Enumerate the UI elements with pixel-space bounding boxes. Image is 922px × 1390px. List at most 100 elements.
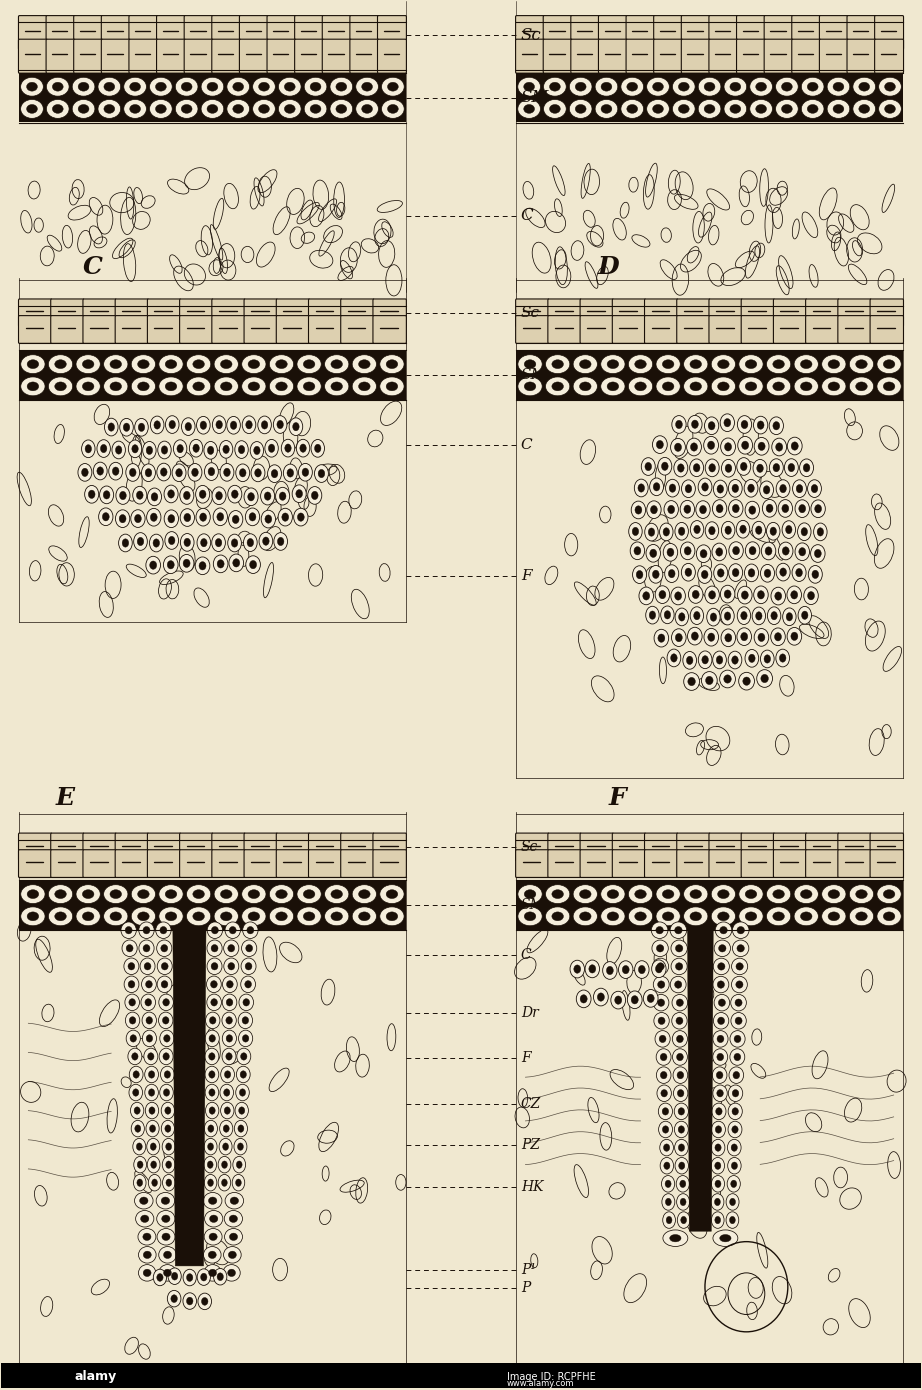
Ellipse shape bbox=[708, 421, 715, 430]
Ellipse shape bbox=[138, 1265, 156, 1282]
Ellipse shape bbox=[216, 421, 222, 428]
Ellipse shape bbox=[164, 1070, 171, 1079]
FancyBboxPatch shape bbox=[870, 849, 904, 877]
Ellipse shape bbox=[183, 1293, 196, 1309]
Ellipse shape bbox=[253, 78, 276, 96]
Ellipse shape bbox=[223, 1247, 242, 1264]
Ellipse shape bbox=[708, 632, 715, 641]
Ellipse shape bbox=[238, 1125, 244, 1133]
Ellipse shape bbox=[162, 1138, 175, 1155]
Ellipse shape bbox=[656, 965, 662, 973]
Ellipse shape bbox=[631, 542, 644, 560]
Ellipse shape bbox=[761, 674, 768, 682]
FancyBboxPatch shape bbox=[515, 299, 550, 327]
Ellipse shape bbox=[310, 82, 321, 92]
Ellipse shape bbox=[711, 377, 736, 396]
Ellipse shape bbox=[745, 890, 757, 898]
Ellipse shape bbox=[775, 100, 798, 118]
Ellipse shape bbox=[702, 482, 708, 491]
Ellipse shape bbox=[161, 1120, 174, 1137]
Ellipse shape bbox=[278, 78, 301, 96]
FancyBboxPatch shape bbox=[148, 316, 181, 343]
Ellipse shape bbox=[713, 1068, 727, 1083]
Ellipse shape bbox=[689, 585, 703, 603]
Ellipse shape bbox=[76, 906, 100, 926]
Ellipse shape bbox=[137, 382, 149, 391]
Ellipse shape bbox=[386, 382, 397, 391]
Ellipse shape bbox=[679, 527, 685, 535]
Ellipse shape bbox=[779, 653, 786, 662]
Ellipse shape bbox=[144, 963, 151, 970]
Ellipse shape bbox=[165, 912, 177, 920]
Ellipse shape bbox=[691, 607, 703, 624]
Ellipse shape bbox=[356, 78, 378, 96]
Ellipse shape bbox=[207, 922, 222, 938]
Ellipse shape bbox=[653, 570, 659, 578]
Ellipse shape bbox=[207, 976, 221, 992]
Ellipse shape bbox=[731, 994, 747, 1011]
Ellipse shape bbox=[162, 1233, 170, 1240]
Ellipse shape bbox=[744, 480, 758, 498]
Ellipse shape bbox=[722, 460, 736, 477]
Ellipse shape bbox=[103, 884, 128, 904]
Ellipse shape bbox=[182, 104, 192, 114]
Ellipse shape bbox=[749, 655, 755, 663]
Ellipse shape bbox=[674, 1104, 689, 1119]
Ellipse shape bbox=[386, 890, 397, 898]
Ellipse shape bbox=[717, 569, 724, 577]
Ellipse shape bbox=[185, 423, 192, 431]
Ellipse shape bbox=[656, 1068, 671, 1083]
Ellipse shape bbox=[808, 592, 814, 600]
FancyBboxPatch shape bbox=[820, 39, 848, 74]
Ellipse shape bbox=[745, 542, 760, 560]
Ellipse shape bbox=[148, 1088, 155, 1097]
FancyBboxPatch shape bbox=[212, 39, 241, 74]
Ellipse shape bbox=[550, 104, 561, 114]
Ellipse shape bbox=[159, 884, 183, 904]
FancyBboxPatch shape bbox=[148, 299, 181, 327]
Ellipse shape bbox=[696, 500, 710, 518]
Ellipse shape bbox=[325, 884, 349, 904]
Ellipse shape bbox=[130, 82, 140, 92]
Ellipse shape bbox=[705, 677, 713, 685]
Ellipse shape bbox=[207, 1161, 213, 1169]
Ellipse shape bbox=[204, 1193, 222, 1209]
Ellipse shape bbox=[752, 607, 765, 624]
Ellipse shape bbox=[382, 78, 404, 96]
Ellipse shape bbox=[278, 538, 284, 546]
Ellipse shape bbox=[724, 589, 731, 598]
Ellipse shape bbox=[100, 486, 113, 503]
FancyBboxPatch shape bbox=[309, 849, 342, 877]
Ellipse shape bbox=[817, 528, 823, 537]
Ellipse shape bbox=[764, 655, 771, 663]
Ellipse shape bbox=[705, 521, 718, 539]
Ellipse shape bbox=[325, 354, 349, 374]
Ellipse shape bbox=[236, 1066, 250, 1083]
FancyBboxPatch shape bbox=[244, 849, 278, 877]
Ellipse shape bbox=[754, 438, 769, 455]
Ellipse shape bbox=[801, 78, 824, 96]
Ellipse shape bbox=[707, 609, 720, 626]
Ellipse shape bbox=[766, 505, 773, 513]
Ellipse shape bbox=[728, 480, 742, 498]
Ellipse shape bbox=[597, 992, 605, 1001]
Ellipse shape bbox=[728, 564, 742, 581]
FancyBboxPatch shape bbox=[372, 299, 407, 327]
Ellipse shape bbox=[672, 1012, 687, 1029]
Ellipse shape bbox=[729, 1216, 736, 1223]
Ellipse shape bbox=[206, 1102, 219, 1119]
Ellipse shape bbox=[303, 890, 315, 898]
Ellipse shape bbox=[717, 1054, 724, 1061]
Ellipse shape bbox=[629, 523, 643, 541]
Ellipse shape bbox=[715, 1180, 721, 1187]
Ellipse shape bbox=[666, 1198, 671, 1205]
Ellipse shape bbox=[767, 607, 781, 624]
Ellipse shape bbox=[104, 104, 114, 114]
Ellipse shape bbox=[167, 1290, 181, 1307]
Ellipse shape bbox=[580, 912, 591, 920]
Ellipse shape bbox=[721, 607, 734, 626]
Ellipse shape bbox=[162, 1156, 175, 1173]
Ellipse shape bbox=[704, 82, 715, 92]
Ellipse shape bbox=[518, 354, 542, 374]
Ellipse shape bbox=[278, 509, 292, 525]
